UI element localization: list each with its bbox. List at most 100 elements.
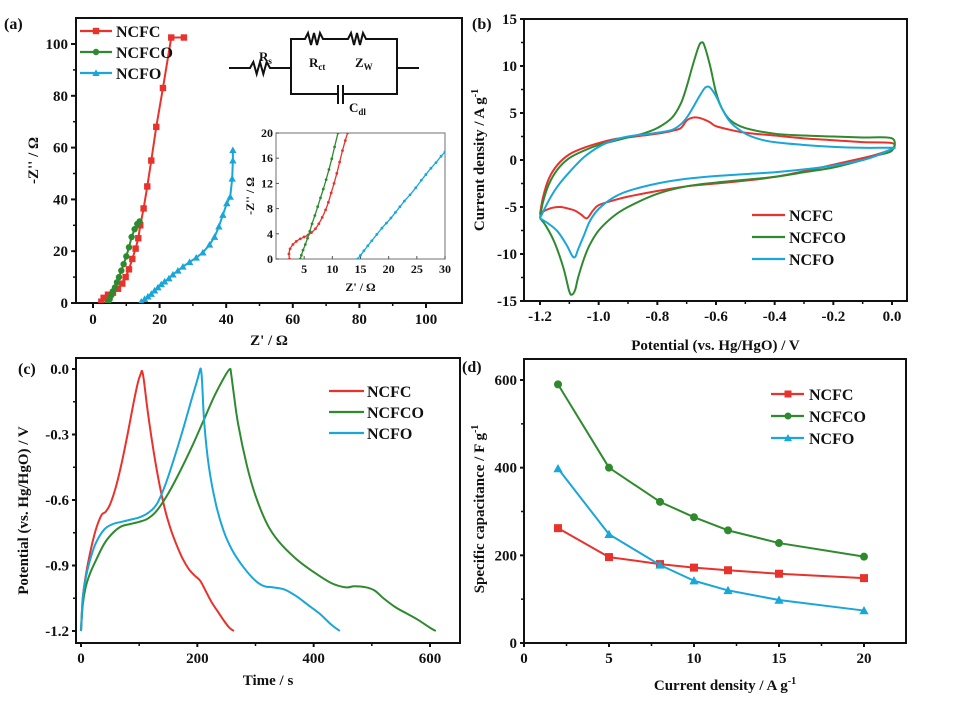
y-tick-label: -5 <box>505 200 518 216</box>
y-axis-label: -Z'' / Ω <box>26 137 42 184</box>
legend-marker-ncfc <box>92 27 100 35</box>
inset-point-ncfco <box>299 253 303 257</box>
panel-b-cv-curves: (b) -1.2 -1.0 -0.8 -0.6 -0.4 -0.2 0.0 -15 -10 -5 0… <box>470 12 908 354</box>
data-point-ncfc <box>132 245 139 252</box>
series-group-d <box>553 380 869 615</box>
inset-point-ncfco <box>303 243 307 246</box>
data-point-ncfc <box>100 294 107 302</box>
x-tick-label: -0.6 <box>704 309 728 325</box>
data-point-ncfc <box>114 285 122 292</box>
data-point-ncfc <box>144 183 151 190</box>
inset-point-ncfco <box>321 187 325 191</box>
data-point-ncfc <box>137 222 144 229</box>
y-tick-label: 60 <box>53 141 68 157</box>
panel-label-a: (a) <box>4 16 23 33</box>
axes-frame <box>75 17 463 304</box>
data-point-ncfo <box>140 295 149 303</box>
data-point-ncfc <box>153 123 160 131</box>
series-group-b <box>539 41 896 296</box>
data-point-ncfo <box>219 211 227 218</box>
inset-point-ncfc <box>332 182 336 185</box>
data-point-ncfco <box>775 539 783 548</box>
inset-x-tick-label: 25 <box>411 262 423 276</box>
legend-c: NCFC NCFCO NCFO <box>329 384 424 443</box>
data-point-ncfo <box>165 274 173 282</box>
x-tick-label: 40 <box>219 312 234 328</box>
cv-curve-ncfc <box>539 116 896 220</box>
inset-point-ncfo <box>359 253 362 257</box>
inset-point-ncfo <box>380 226 384 230</box>
inset-point-ncfc <box>320 216 324 219</box>
inset-point-ncfo <box>434 161 438 165</box>
x-tick-label: 20 <box>857 651 872 667</box>
data-point-ncfco <box>554 380 562 389</box>
inset-point-ncfo <box>424 173 428 176</box>
inset-y-tick-label: 0 <box>267 252 273 266</box>
gcd-curve-ncfco <box>80 367 437 632</box>
data-point-ncfco <box>656 497 664 506</box>
inset-point-ncfo <box>419 178 423 182</box>
data-point-ncfo <box>723 585 733 595</box>
data-point-ncfc <box>140 205 147 212</box>
inset-point-ncfco <box>327 168 331 171</box>
data-point-ncfo <box>229 156 237 164</box>
y-tick-label: 400 <box>495 461 518 477</box>
data-point-ncfo <box>226 193 234 200</box>
x-tick-label: 0.0 <box>883 309 902 325</box>
data-point-ncfco <box>113 279 121 286</box>
data-point-ncfc <box>122 273 129 281</box>
legend-marker-ncfo <box>92 69 100 76</box>
data-point-ncfo <box>174 266 182 274</box>
inset-point-ncfc <box>338 160 342 164</box>
data-point-ncfco <box>128 233 135 241</box>
resistor-rct-zw-icon <box>290 30 419 69</box>
y-axis-label: Current density / A g-1 <box>470 89 488 231</box>
data-point-ncfo <box>604 529 614 538</box>
inset-x-tick-label: 10 <box>326 262 338 276</box>
data-point-ncfc <box>135 235 142 242</box>
inset-y-tick-label: 4 <box>267 227 273 241</box>
y-tick-label: 0.0 <box>50 362 69 378</box>
inset-y-tick-label: 12 <box>261 176 273 190</box>
label-zw: ZW <box>355 55 373 72</box>
data-point-ncfo <box>859 605 869 615</box>
legend-label: NCFO <box>116 66 161 83</box>
legend-marker-ncfc <box>784 390 792 398</box>
inset-point-ncfc <box>298 237 302 241</box>
data-point-ncfc <box>724 566 732 575</box>
cv-curve-ncfo <box>539 85 896 259</box>
panel-label-b: (b) <box>472 16 492 33</box>
legend-label: NCFC <box>367 384 411 401</box>
y-tick-label: 10 <box>502 59 517 75</box>
x-tick-label: 10 <box>687 651 702 667</box>
inset-line-ncfco <box>299 133 339 259</box>
rate-line-ncfo <box>557 467 865 612</box>
inset-point-ncfc <box>329 191 333 195</box>
data-point-ncfco <box>125 244 133 251</box>
y-tick-label: 0 <box>61 296 69 312</box>
inset-point-ncfco <box>319 196 322 200</box>
data-point-ncfc <box>180 34 188 41</box>
label-cdl: Cdl <box>349 100 366 117</box>
data-point-ncfc <box>148 157 155 164</box>
y-tick-label: 20 <box>53 244 68 260</box>
inset-point-ncfo <box>389 216 393 220</box>
inset-point-ncfco <box>310 222 314 226</box>
inset-point-ncfo <box>439 154 443 158</box>
legend-marker-ncfco <box>92 48 100 56</box>
data-point-ncfo <box>169 270 177 278</box>
inset-point-ncfc <box>341 149 344 153</box>
inset-frame <box>275 132 446 260</box>
x-tick-label: -1.2 <box>528 309 552 325</box>
inset-point-ncfo <box>443 150 445 154</box>
inset-point-ncfc <box>288 247 292 251</box>
y-tick-label: 600 <box>495 373 518 389</box>
inset-point-ncfco <box>301 248 305 252</box>
inset-point-ncfco <box>306 236 309 240</box>
plot-area-c: 0 200 400 600 -1.2 -0.9 -0.6 -0.3 0.0 Time / s Pot… <box>16 357 461 689</box>
x-tick-label: 400 <box>302 651 325 667</box>
data-point-ncfo <box>223 199 231 207</box>
